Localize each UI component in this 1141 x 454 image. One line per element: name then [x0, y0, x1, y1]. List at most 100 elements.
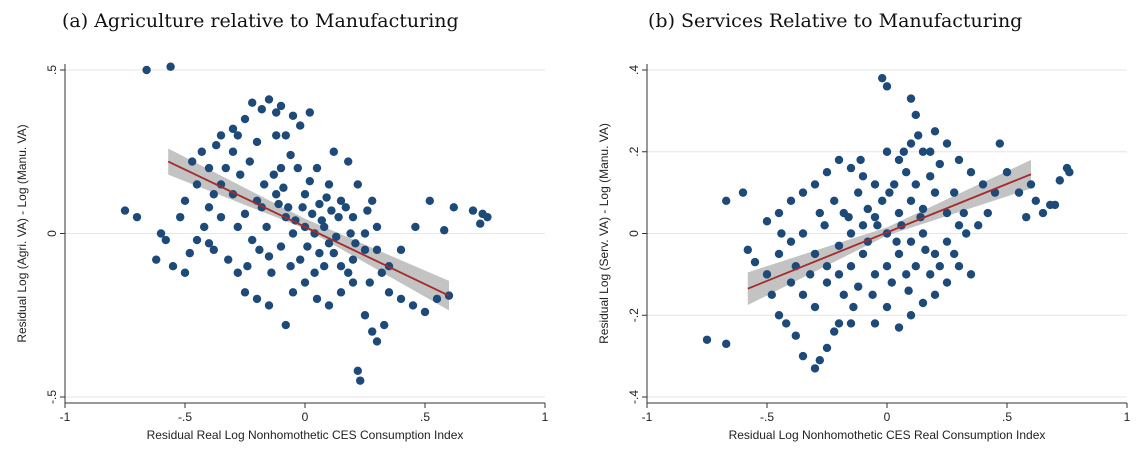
data-point	[815, 356, 824, 365]
data-point	[954, 221, 964, 230]
data-point	[161, 235, 170, 245]
data-point	[353, 366, 362, 376]
data-point	[906, 94, 916, 103]
data-point	[336, 262, 346, 271]
data-point	[830, 196, 839, 205]
data-point	[846, 229, 856, 238]
data-point	[209, 245, 218, 255]
data-point	[279, 183, 288, 192]
data-point	[192, 235, 202, 245]
data-point	[767, 290, 776, 300]
data-point	[353, 180, 362, 189]
data-point	[930, 188, 940, 197]
data-point	[786, 278, 796, 287]
data-point	[791, 331, 800, 340]
data-point	[368, 327, 377, 336]
data-point	[894, 155, 904, 165]
data-point	[468, 206, 478, 215]
data-point	[738, 188, 748, 197]
data-point	[248, 235, 257, 245]
data-point	[930, 249, 940, 259]
data-point	[918, 204, 928, 214]
data-point	[240, 209, 250, 219]
data-point	[440, 226, 449, 235]
data-point	[839, 290, 848, 300]
data-point	[272, 131, 281, 140]
data-point	[384, 288, 394, 297]
data-point	[305, 108, 314, 117]
data-point	[878, 73, 887, 83]
data-point	[942, 208, 952, 218]
y-tick-label: .5	[45, 65, 59, 75]
data-point	[396, 294, 406, 304]
data-point	[786, 237, 796, 246]
data-point	[334, 212, 343, 222]
data-point	[305, 176, 314, 186]
data-point	[411, 222, 420, 232]
data-point	[396, 245, 406, 255]
data-point	[798, 188, 808, 197]
data-point	[276, 163, 286, 173]
chart-services-vs-manufacturing: -1 -.5 0 .5 1 -.4 -.2 0 .2 .4 Residual Log Nonhomo…	[597, 64, 1131, 442]
data-point	[284, 203, 293, 212]
x-tick-label: -.5	[760, 410, 774, 424]
data-point	[906, 311, 916, 320]
data-point	[380, 320, 389, 330]
data-point	[974, 221, 983, 230]
y-tick-label: -.2	[627, 308, 641, 322]
data-point	[233, 131, 242, 140]
data-point	[317, 216, 326, 225]
data-point	[281, 131, 290, 140]
data-point	[327, 206, 336, 215]
data-point	[255, 245, 264, 255]
data-point	[281, 320, 290, 330]
data-point	[887, 278, 896, 287]
data-point	[762, 270, 772, 279]
data-point	[315, 248, 324, 258]
x-tick-label: -.5	[178, 410, 192, 424]
data-point	[264, 301, 274, 310]
data-point	[1026, 180, 1036, 189]
data-point	[276, 242, 286, 251]
data-point	[236, 170, 245, 179]
data-point	[858, 172, 868, 181]
data-point	[336, 288, 346, 297]
data-point	[344, 268, 353, 277]
data-point	[750, 257, 760, 267]
data-point	[260, 180, 269, 189]
data-point	[882, 262, 892, 271]
data-point	[272, 108, 281, 117]
data-point	[882, 147, 892, 156]
data-point	[830, 327, 839, 336]
data-point	[228, 147, 238, 156]
x-axis-label: Residual Log Nonhomothetic CES Real Cons…	[729, 428, 1046, 442]
data-point	[288, 111, 298, 120]
data-point	[786, 196, 796, 205]
data-point	[245, 157, 254, 166]
data-point	[950, 188, 959, 197]
data-point	[743, 245, 752, 255]
data-point	[348, 212, 358, 222]
data-point	[1014, 188, 1024, 197]
data-point	[834, 319, 844, 328]
data-point	[882, 302, 892, 312]
data-point	[332, 232, 341, 241]
data-point	[844, 212, 853, 222]
data-point	[262, 222, 271, 232]
data-point	[368, 196, 377, 205]
data-point	[176, 212, 185, 222]
data-point	[341, 203, 350, 212]
panel-b-title: (b) Services Relative to Manufacturing	[648, 10, 1023, 32]
data-point	[200, 222, 209, 232]
data-point	[854, 188, 863, 197]
data-point	[360, 229, 370, 238]
y-tick-label: .2	[627, 146, 641, 156]
data-point	[276, 101, 286, 111]
data-point	[702, 335, 712, 344]
data-point	[1065, 167, 1074, 177]
data-point	[983, 208, 992, 218]
data-point	[296, 121, 305, 130]
data-point	[233, 222, 242, 232]
data-point	[926, 270, 935, 279]
data-point	[228, 124, 238, 134]
